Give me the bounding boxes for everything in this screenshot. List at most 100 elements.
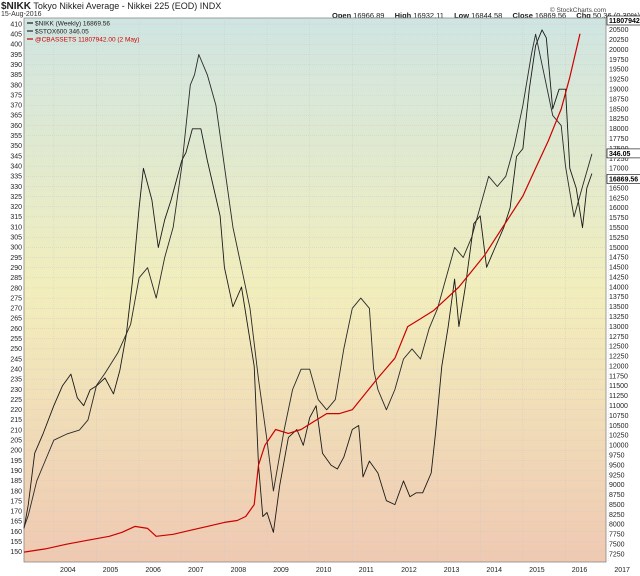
ohlc-readout: Open 16966.89 High 16932.11 Low 16844.58 Cl… bbox=[332, 11, 640, 20]
open-value: 16966.89 bbox=[353, 11, 385, 20]
right-tick-label: 12000 bbox=[609, 363, 629, 370]
left-tick-label: 260 bbox=[10, 326, 22, 333]
right-tick-label: 11250 bbox=[609, 393, 628, 400]
right-tick-label: 7500 bbox=[609, 541, 625, 548]
stox600-line bbox=[23, 33, 593, 528]
badge-stox: 346.05 bbox=[609, 151, 631, 158]
right-tick-label: 19000 bbox=[609, 87, 629, 94]
x-tick-label: 2015 bbox=[529, 567, 545, 574]
x-tick-label: 2010 bbox=[316, 567, 332, 574]
right-tick-label: 7250 bbox=[609, 551, 625, 558]
right-tick-label: 14750 bbox=[609, 255, 629, 262]
left-tick-label: 150 bbox=[10, 549, 22, 556]
left-tick-label: 405 bbox=[10, 32, 22, 39]
left-tick-label: 365 bbox=[10, 113, 22, 120]
right-tick-label: 10250 bbox=[609, 433, 629, 440]
right-tick-label: 20250 bbox=[609, 37, 629, 44]
x-tick-label: 2016 bbox=[572, 567, 588, 574]
right-tick-label: 20000 bbox=[609, 47, 629, 54]
plot-area bbox=[23, 17, 607, 563]
nikk-line bbox=[23, 29, 593, 533]
left-axis: 150 155 160 165 170 175 180 185 190 195 200 205 210 2… bbox=[10, 21, 22, 556]
right-tick-label: 15000 bbox=[609, 245, 629, 252]
right-tick-label: 20500 bbox=[609, 27, 629, 34]
right-tick-label: 13000 bbox=[609, 324, 629, 331]
left-tick-label: 215 bbox=[10, 417, 22, 424]
left-tick-label: 315 bbox=[10, 214, 22, 221]
right-tick-label: 16250 bbox=[609, 195, 629, 202]
right-tick-label: 18000 bbox=[609, 126, 629, 133]
left-tick-label: 255 bbox=[10, 336, 22, 343]
grid-lines bbox=[24, 18, 609, 562]
right-tick-label: 11750 bbox=[609, 373, 628, 380]
right-tick-label: 12500 bbox=[609, 344, 629, 351]
right-tick-label: 8000 bbox=[609, 522, 625, 529]
x-tick-label: 2017 bbox=[614, 567, 630, 574]
right-tick-label: 15250 bbox=[609, 235, 629, 242]
left-tick-label: 285 bbox=[10, 275, 22, 282]
left-tick-label: 170 bbox=[10, 509, 22, 516]
right-tick-label: 9500 bbox=[609, 462, 625, 469]
left-tick-label: 310 bbox=[10, 224, 22, 231]
left-tick-label: 200 bbox=[10, 448, 22, 455]
right-tick-label: 13500 bbox=[609, 304, 629, 311]
x-tick-label: 2008 bbox=[231, 567, 247, 574]
right-tick-label: 12750 bbox=[609, 334, 629, 341]
left-tick-label: 195 bbox=[10, 458, 22, 465]
left-tick-label: 175 bbox=[10, 498, 22, 505]
left-tick-label: 245 bbox=[10, 356, 22, 363]
chart-title: $NIKK Tokyo Nikkei Average - Nikkei 225 … bbox=[1, 1, 221, 12]
left-tick-label: 290 bbox=[10, 265, 22, 272]
right-tick-label: 10500 bbox=[609, 423, 629, 430]
symbol: $NIKK bbox=[1, 1, 32, 12]
right-axis: 7250 7500 7750 8000 8250 8500 8750 9000 9250 9500… bbox=[609, 27, 629, 558]
badge-box-nikk bbox=[606, 174, 640, 184]
date-label: 15-Aug-2016 bbox=[1, 11, 42, 18]
left-tick-label: 325 bbox=[10, 194, 22, 201]
left-tick-label: 270 bbox=[10, 306, 22, 313]
right-tick-label: 18750 bbox=[609, 96, 629, 103]
x-tick-label: 2007 bbox=[188, 567, 204, 574]
right-tick-label: 13750 bbox=[609, 294, 629, 301]
left-tick-label: 360 bbox=[10, 123, 22, 130]
left-tick-label: 190 bbox=[10, 468, 22, 475]
close-label: Close bbox=[512, 11, 533, 20]
left-tick-label: 220 bbox=[10, 407, 22, 414]
x-tick-label: 2009 bbox=[273, 567, 289, 574]
right-tick-label: 9250 bbox=[609, 472, 625, 479]
left-tick-label: 305 bbox=[10, 235, 22, 242]
right-tick-label: 13250 bbox=[609, 314, 629, 321]
watermark: © StockCharts.com bbox=[550, 6, 606, 14]
left-tick-label: 355 bbox=[10, 133, 22, 140]
right-tick-label: 14250 bbox=[609, 274, 629, 281]
right-tick-label: 9000 bbox=[609, 482, 625, 489]
low-label: Low bbox=[454, 11, 470, 20]
right-tick-label: 19500 bbox=[609, 67, 629, 74]
right-tick-label: 8500 bbox=[609, 502, 625, 509]
close-value: 16869.56 bbox=[534, 11, 567, 20]
legend-entry-cbassets: @CBASSETS 11807942.00 (2 May) bbox=[35, 36, 139, 43]
left-tick-label: 330 bbox=[10, 184, 22, 191]
right-tick-label: 12250 bbox=[609, 354, 629, 361]
left-tick-label: 230 bbox=[10, 387, 22, 394]
x-tick-label: 2011 bbox=[359, 567, 374, 574]
right-tick-label: 17750 bbox=[609, 136, 629, 143]
legend-entry-stox: $STOX600 346.05 bbox=[35, 28, 89, 35]
left-tick-label: 240 bbox=[10, 366, 22, 373]
left-tick-label: 380 bbox=[10, 82, 22, 89]
x-tick-label: 2006 bbox=[145, 567, 161, 574]
left-tick-label: 385 bbox=[10, 72, 22, 79]
right-tick-label: 11500 bbox=[609, 383, 628, 390]
left-tick-label: 185 bbox=[10, 478, 22, 485]
right-tick-label: 17000 bbox=[609, 166, 629, 173]
chg-label: Chg bbox=[576, 11, 591, 20]
x-tick-label: 2012 bbox=[401, 567, 417, 574]
right-tick-label: 17250 bbox=[609, 156, 629, 163]
left-tick-label: 340 bbox=[10, 163, 22, 170]
right-tick-label: 10750 bbox=[609, 413, 629, 420]
cbassets-line bbox=[23, 33, 581, 553]
right-tick-label: 18250 bbox=[609, 116, 629, 123]
right-tick-label: 15750 bbox=[609, 215, 629, 222]
right-tick-label: 14500 bbox=[609, 265, 629, 272]
left-tick-label: 370 bbox=[10, 103, 22, 110]
